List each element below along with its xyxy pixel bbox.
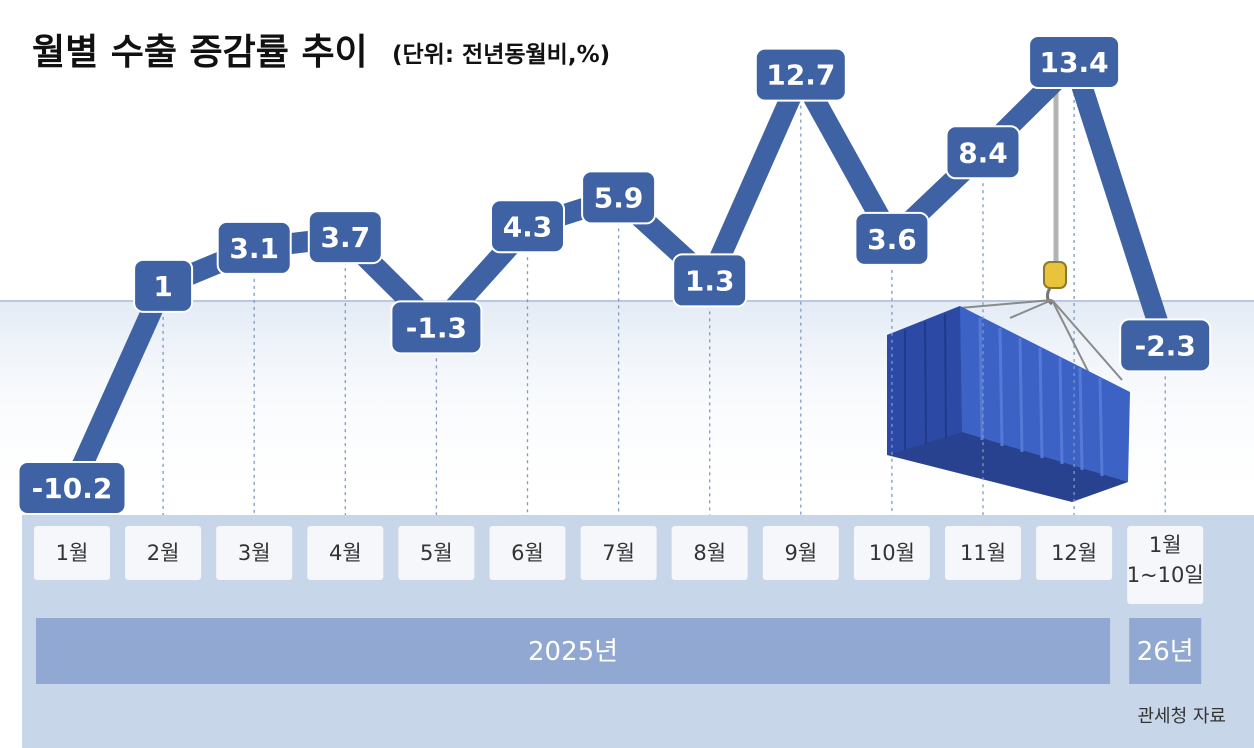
chart-unit: (단위: 전년동월비,%) xyxy=(392,42,610,68)
chart-title: 월별 수출 증감률 추이 xyxy=(32,32,368,73)
value-label: 4.3 xyxy=(503,210,553,243)
month-box xyxy=(762,526,839,580)
value-label-box xyxy=(945,125,1021,180)
month-label: 6월 xyxy=(511,541,544,565)
value-label: 12.7 xyxy=(766,59,835,92)
month-label: 7월 xyxy=(602,541,635,565)
value-label: -1.3 xyxy=(406,311,467,344)
rigging-line xyxy=(1051,299,1123,381)
value-label-box xyxy=(581,170,657,225)
rigging-line xyxy=(959,299,1053,309)
shipping-container-illustration xyxy=(887,80,1130,502)
month-box xyxy=(34,526,110,580)
month-label: 11월 xyxy=(960,541,1006,565)
value-label: 3.1 xyxy=(229,232,279,265)
month-box xyxy=(580,526,657,580)
month-label: 10월 xyxy=(869,541,915,565)
month-box xyxy=(489,526,566,580)
month-box xyxy=(1127,526,1204,604)
month-box xyxy=(307,526,384,580)
month-label: 8월 xyxy=(693,541,726,565)
value-labels: -10.2 1 3.1 3.7 -1.3 4.3 5.9 1.3 12.7 3.6 8.4 13.4 -… xyxy=(17,35,1212,515)
container-door-bars xyxy=(904,313,947,450)
value-label: 1 xyxy=(153,270,172,303)
month-label: 1월 xyxy=(56,541,89,565)
value-label: -2.3 xyxy=(1135,329,1196,362)
guide-lines xyxy=(71,86,1166,515)
year-label: 26년 xyxy=(1137,637,1194,667)
container-ribs xyxy=(978,317,1104,477)
value-label: 3.7 xyxy=(320,221,370,254)
month-label: 5월 xyxy=(420,541,453,565)
container-bottom xyxy=(887,432,1128,502)
value-label-box xyxy=(1119,318,1212,373)
value-label-box xyxy=(216,220,292,275)
value-label-box xyxy=(307,210,383,265)
month-label: 2월 xyxy=(147,541,180,565)
year-bar xyxy=(36,618,1111,684)
value-label-box xyxy=(672,253,748,308)
month-box xyxy=(125,526,202,580)
month-box xyxy=(945,526,1021,580)
month-box xyxy=(216,526,293,580)
year-bar xyxy=(1129,618,1202,684)
month-label: 12월 xyxy=(1051,541,1097,565)
month-box xyxy=(853,526,930,580)
value-label: 1.3 xyxy=(685,264,735,297)
month-label: 4월 xyxy=(329,541,362,565)
value-label-box xyxy=(133,258,194,313)
value-label: 5.9 xyxy=(594,181,644,214)
rigging-line xyxy=(1009,299,1053,319)
crane-hook-block xyxy=(1043,261,1067,289)
value-label: 8.4 xyxy=(958,136,1008,169)
year-axis: 2025년 26년 xyxy=(36,618,1202,684)
month-box xyxy=(671,526,748,580)
month-label: 9월 xyxy=(784,541,817,565)
crane-hook-icon xyxy=(1045,287,1053,306)
value-label-box xyxy=(1028,35,1121,89)
value-label-box xyxy=(754,47,847,102)
value-label-box xyxy=(490,199,565,254)
year-label: 2025년 xyxy=(528,637,618,667)
month-box xyxy=(398,526,475,580)
value-label-box xyxy=(390,300,483,355)
month-axis: 1월 2월 3월 4월 5월 6월 7월 8월 9월 10월 11월 12월 1월 1~10일 xyxy=(34,526,1204,604)
month-label: 1월 xyxy=(1149,533,1182,557)
value-label: -10.2 xyxy=(32,472,113,505)
value-label-box xyxy=(17,461,127,515)
month-box xyxy=(1036,526,1113,580)
value-label-box xyxy=(854,211,930,266)
source-note: 관세청 자료 xyxy=(1137,706,1226,727)
value-label: 13.4 xyxy=(1040,46,1109,79)
month-label: 3월 xyxy=(238,541,271,565)
month-label: 1~10일 xyxy=(1127,563,1204,587)
value-label: 3.6 xyxy=(867,223,917,256)
